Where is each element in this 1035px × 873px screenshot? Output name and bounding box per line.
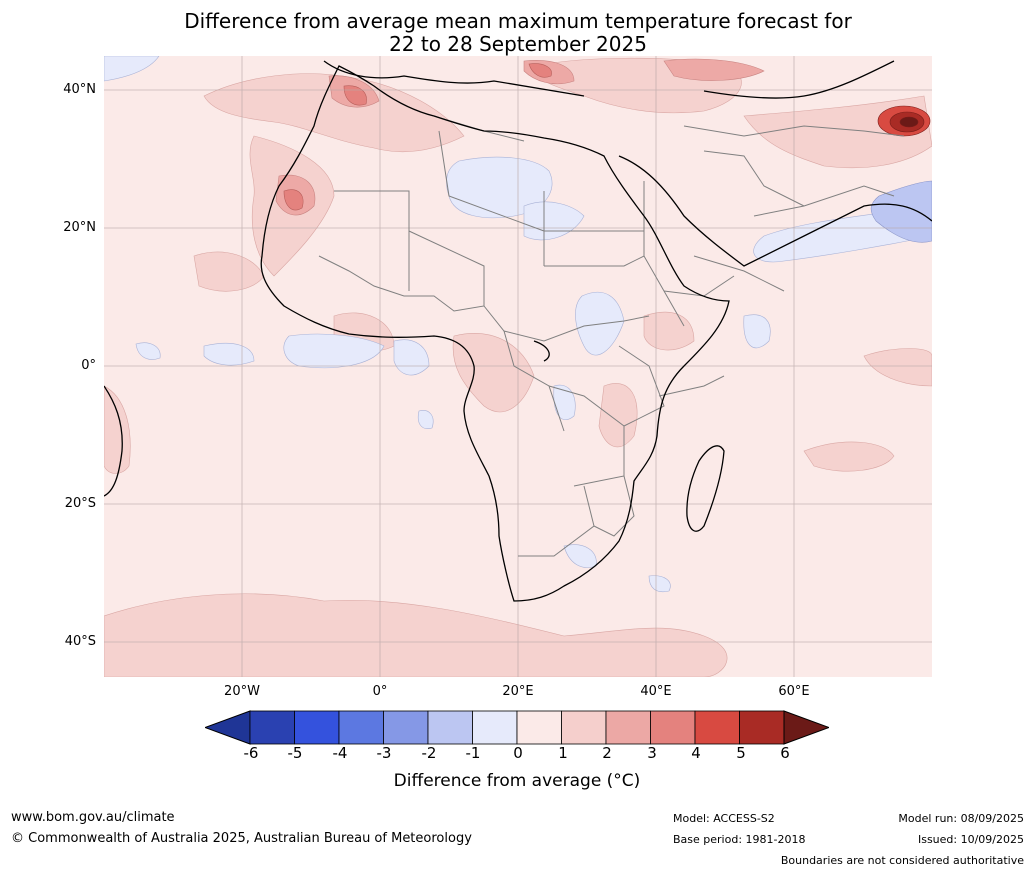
title-line-1: Difference from average mean maximum tem… [184,9,852,33]
lat-label-40n: 40°N [63,82,96,97]
anomaly-map [104,56,932,677]
colorbar-tick: -3 [376,744,392,762]
lat-label-20s: 20°S [64,496,96,511]
colorbar-swatch [694,710,740,745]
national-borders [318,115,905,557]
colorbar-swatch [338,710,384,745]
lat-label-0: 0° [81,358,96,373]
colorbar-tick: 6 [780,744,790,762]
colorbar-tick: -6 [243,744,259,762]
lon-label-40e: 40°E [640,684,672,699]
anomaly-neg-2-1-areas [870,180,932,243]
colorbar-swatch [249,710,295,745]
colorbar-tick: 3 [647,744,657,762]
colorbar-extend-low [203,710,251,745]
lon-label-0: 0° [372,684,388,699]
map-panel [104,56,932,677]
colorbar-swatch [427,710,473,745]
lat-label-20n: 20°N [63,220,96,235]
hotspot [877,105,931,137]
colorbar-swatch [605,710,651,745]
footer-disclaimer: Boundaries are not considered authoritat… [780,854,1024,867]
footer-website: www.bom.gov.au/climate [11,810,175,825]
lat-label-40s: 40°S [64,634,96,649]
colorbar-title: Difference from average (°C) [393,771,641,791]
lon-label-60e: 60°E [778,684,810,699]
colorbar-tick: 0 [513,744,523,762]
colorbar-swatch [561,710,607,745]
footer-model-run: Model run: 08/09/2025 [898,812,1024,825]
colorbar-tick: -4 [332,744,348,762]
lon-label-20e: 20°E [502,684,534,699]
colorbar-tick: 4 [691,744,701,762]
footer-model: Model: ACCESS-S2 [673,812,775,825]
footer-copyright: © Commonwealth of Australia 2025, Austra… [11,831,472,846]
footer-issued: Issued: 10/09/2025 [917,833,1024,846]
footer-base-period: Base period: 1981-2018 [673,833,806,846]
colorbar [203,710,831,745]
title-line-2: 22 to 28 September 2025 [389,32,647,56]
colorbar-tick: 2 [602,744,612,762]
colorbar-tick: 5 [736,744,746,762]
colorbar-extend-high [783,710,831,745]
colorbar-swatch [516,710,562,745]
colorbar-swatch [294,710,340,745]
colorbar-tick: 1 [558,744,568,762]
colorbar-tick: -5 [287,744,303,762]
anomaly-neg-1-0-areas [104,56,932,593]
map-title: Difference from average mean maximum tem… [104,10,932,56]
colorbar-tick: -2 [421,744,437,762]
colorbar-tick: -1 [465,744,481,762]
colorbar-swatch [739,710,785,745]
graticule [104,56,932,677]
lon-label-20w: 20°W [224,684,260,699]
colorbar-swatch [650,710,696,745]
colorbar-swatch [472,710,518,745]
coastlines [104,60,932,602]
colorbar-swatch [383,710,429,745]
colorbar-graphic [203,710,831,745]
anomaly-3-4-areas [283,63,552,211]
